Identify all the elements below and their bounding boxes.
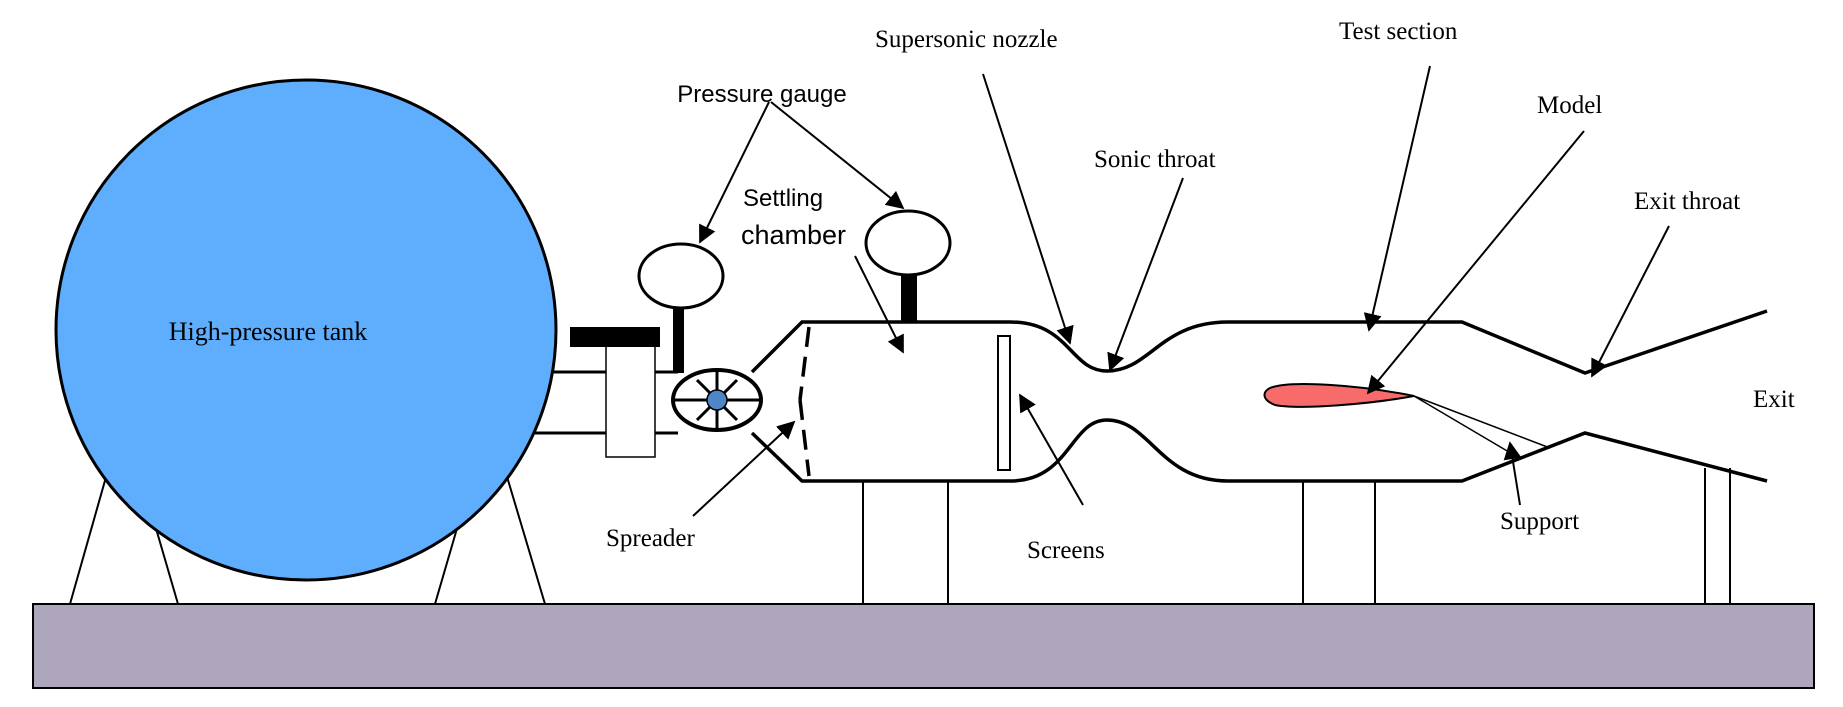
regulator-block (605, 344, 656, 458)
pressure-gauge-1 (637, 242, 725, 373)
model-support (1413, 395, 1551, 456)
screens-label: Screens (1027, 537, 1105, 564)
spreader-label: Spreader (606, 525, 696, 552)
pressure-gauge-2 (864, 209, 952, 322)
sonic-throat-label: Sonic throat (1094, 146, 1216, 173)
support-label: Support (1500, 508, 1579, 535)
regulator-handle (570, 327, 660, 347)
test-section-label: Test section (1339, 18, 1458, 45)
valve (671, 368, 763, 432)
screens-element (997, 335, 1011, 471)
ground-base (32, 603, 1815, 689)
model-label: Model (1537, 92, 1602, 119)
tunnel-walls (1009, 309, 1768, 604)
tank-legs (69, 469, 546, 605)
exit-throat-label: Exit throat (1634, 188, 1740, 215)
exit-label: Exit (1753, 386, 1795, 413)
settling-chamber-label-line2: chamber (741, 220, 846, 250)
pressure-gauge-label: Pressure gauge (677, 81, 846, 108)
label-arrows (692, 65, 1670, 517)
supersonic-nozzle-label: Supersonic nozzle (875, 26, 1058, 53)
high-pressure-tank (54, 78, 558, 582)
settling-chamber (750, 320, 1011, 604)
tank-label: High-pressure tank (169, 317, 368, 346)
settling-chamber-label-line1: Settling (743, 185, 823, 212)
model (1263, 383, 1415, 408)
